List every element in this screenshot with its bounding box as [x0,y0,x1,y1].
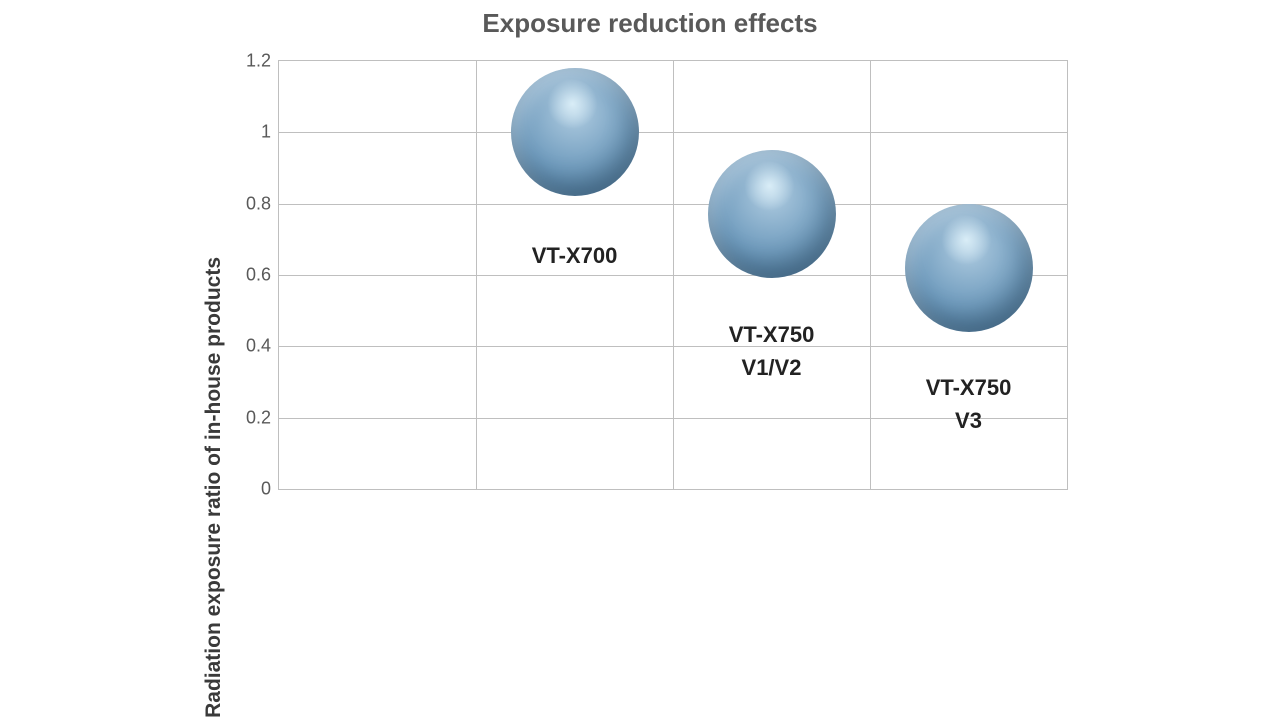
data-bubble [511,68,639,196]
exposure-chart: Exposure reduction effects Radiation exp… [220,0,1080,514]
plot-area: 00.20.40.60.811.2VT-X700VT-X750 V1/V2VT-… [278,60,1068,490]
y-tick-label: 0.8 [246,193,279,214]
data-bubble-label: VT-X750 V3 [926,371,1012,437]
gridline-v [476,61,477,489]
y-axis-title: Radiation exposure ratio of in-house pro… [202,257,226,718]
gridline-v [673,61,674,489]
chart-title: Exposure reduction effects [220,8,1080,39]
y-tick-label: 0.2 [246,407,279,428]
y-tick-label: 0.6 [246,265,279,286]
data-bubble-label: VT-X700 [532,239,618,272]
y-tick-label: 1 [261,122,279,143]
data-bubble [708,150,836,278]
data-bubble [905,204,1033,332]
y-tick-label: 0 [261,479,279,500]
y-tick-label: 0.4 [246,336,279,357]
data-bubble-label: VT-X750 V1/V2 [729,318,815,384]
gridline-v [870,61,871,489]
y-tick-label: 1.2 [246,51,279,72]
